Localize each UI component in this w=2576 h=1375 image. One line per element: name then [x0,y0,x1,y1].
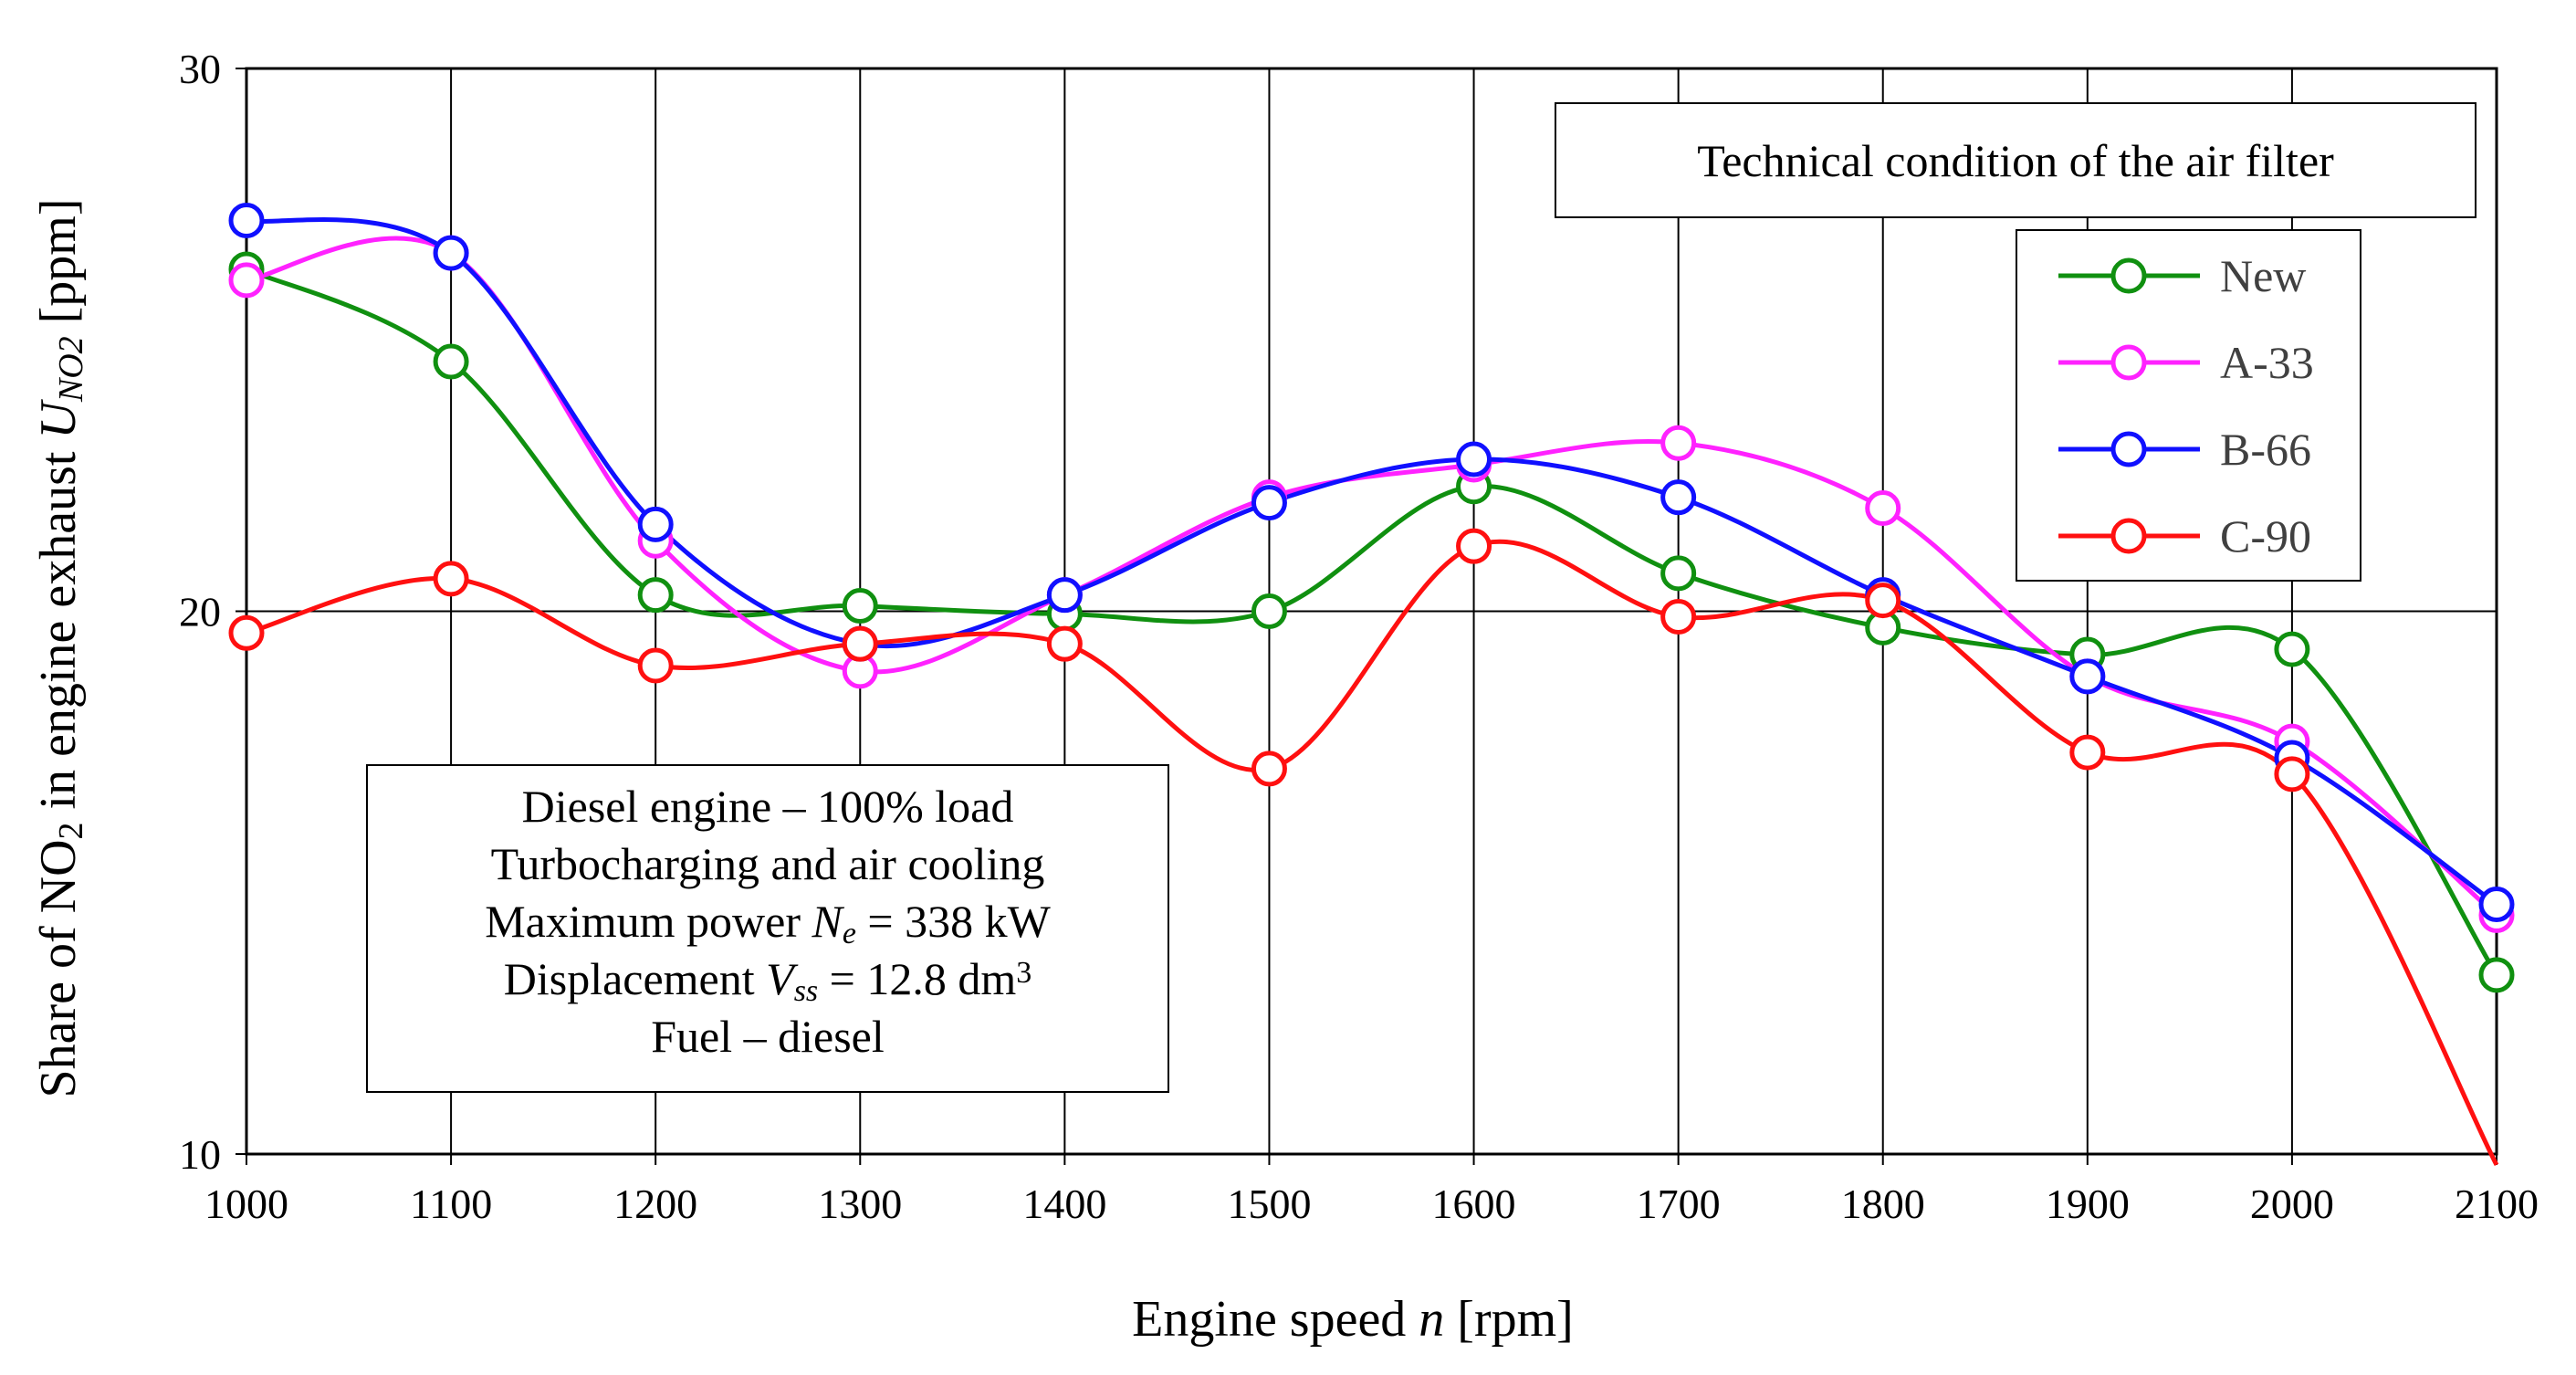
y-axis-title: Share of NO2 in engine exhaust UNO2 [ppm… [30,198,90,1097]
y-tick-label: 20 [179,589,221,635]
engine-info-box: Diesel engine – 100% load Turbocharging … [366,764,1169,1093]
data-point-b-66 [228,202,265,238]
data-point-a-33 [1865,490,1901,527]
legend-marker-b-66 [2110,431,2147,467]
x-tick-label: 2000 [2250,1181,2334,1227]
data-point-c-90 [637,647,674,684]
legend-frame [2016,229,2361,582]
data-point-new [637,577,674,614]
data-point-b-66 [637,506,674,542]
x-tick-label: 1400 [1022,1181,1106,1227]
data-point-c-90 [228,614,265,651]
data-point-c-90 [1251,750,1287,787]
data-point-b-66 [1456,441,1492,478]
data-point-new [2274,631,2310,667]
x-tick-label: 1500 [1227,1181,1311,1227]
x-tick-label: 2100 [2455,1181,2539,1227]
data-point-b-66 [2069,658,2106,695]
x-tick-label: 1900 [2046,1181,2130,1227]
data-point-c-90 [2274,756,2310,792]
legend-marker-c-90 [2110,518,2147,554]
series-line-b-66 [246,217,2498,907]
engine-info-line-2: Turbocharging and air cooling [491,838,1045,889]
data-point-c-90 [1046,625,1083,662]
data-point-c-90 [842,625,878,662]
x-tick-label: 1600 [1432,1181,1516,1227]
data-point-c-90 [2069,734,2106,771]
series-layer [228,202,2515,1167]
data-point-new [1660,555,1697,592]
axes: 1000 1100 1200 1300 1400 1500 1600 1700 1800 1900… [179,46,2539,1227]
engine-info-line-3: Maximum power Ne = 338 kW [485,896,1051,950]
data-point-b-66 [433,235,469,271]
legend-marker-a-33 [2110,344,2147,381]
data-point-c-90 [1865,583,1901,619]
data-point-b-66 [1046,577,1083,614]
data-point-new [2478,957,2515,993]
engine-info-line-5: Fuel – diesel [651,1011,885,1062]
data-point-c-90 [1660,598,1697,635]
x-tick-label: 1100 [410,1181,492,1227]
legend-marker-new [2110,257,2147,294]
data-point-a-33 [228,262,265,299]
x-tick-label: 1000 [204,1181,288,1227]
legend-label-c-90: C-90 [2220,510,2311,562]
data-point-c-90 [1456,528,1492,564]
data-point-a-33 [1660,425,1697,461]
data-point-new [433,343,469,380]
data-point-b-66 [2478,887,2515,923]
data-point-b-66 [1660,479,1697,516]
x-axis-title: Engine speed n [rpm] [1132,1291,1574,1348]
x-tick-label: 1200 [613,1181,697,1227]
plot-frame [245,67,2498,1156]
x-tick-label: 1800 [1841,1181,1925,1227]
series-line-new [245,267,2499,977]
y-tick-label: 30 [179,46,221,92]
data-point-b-66 [1251,485,1287,521]
engine-info-line-4: Displacement Vss = 12.8 dm3 [504,953,1032,1008]
legend-label-b-66: B-66 [2220,424,2311,475]
legend-label-new: New [2220,250,2306,301]
legend-title-box: Technical condition of the air filter [1555,102,2477,218]
data-point-new [1251,593,1287,629]
engine-info-line-1: Diesel engine – 100% load [522,781,1014,832]
data-point-c-90 [433,561,469,597]
y-tick-label: 10 [179,1131,221,1178]
x-tick-label: 1700 [1637,1181,1721,1227]
x-tick-label: 1300 [818,1181,902,1227]
data-point-new [842,588,878,625]
legend: New A-33 B-66 C-90 [2016,229,2361,582]
legend-title: Technical condition of the air filter [1697,135,2334,186]
legend-label-a-33: A-33 [2220,337,2314,388]
